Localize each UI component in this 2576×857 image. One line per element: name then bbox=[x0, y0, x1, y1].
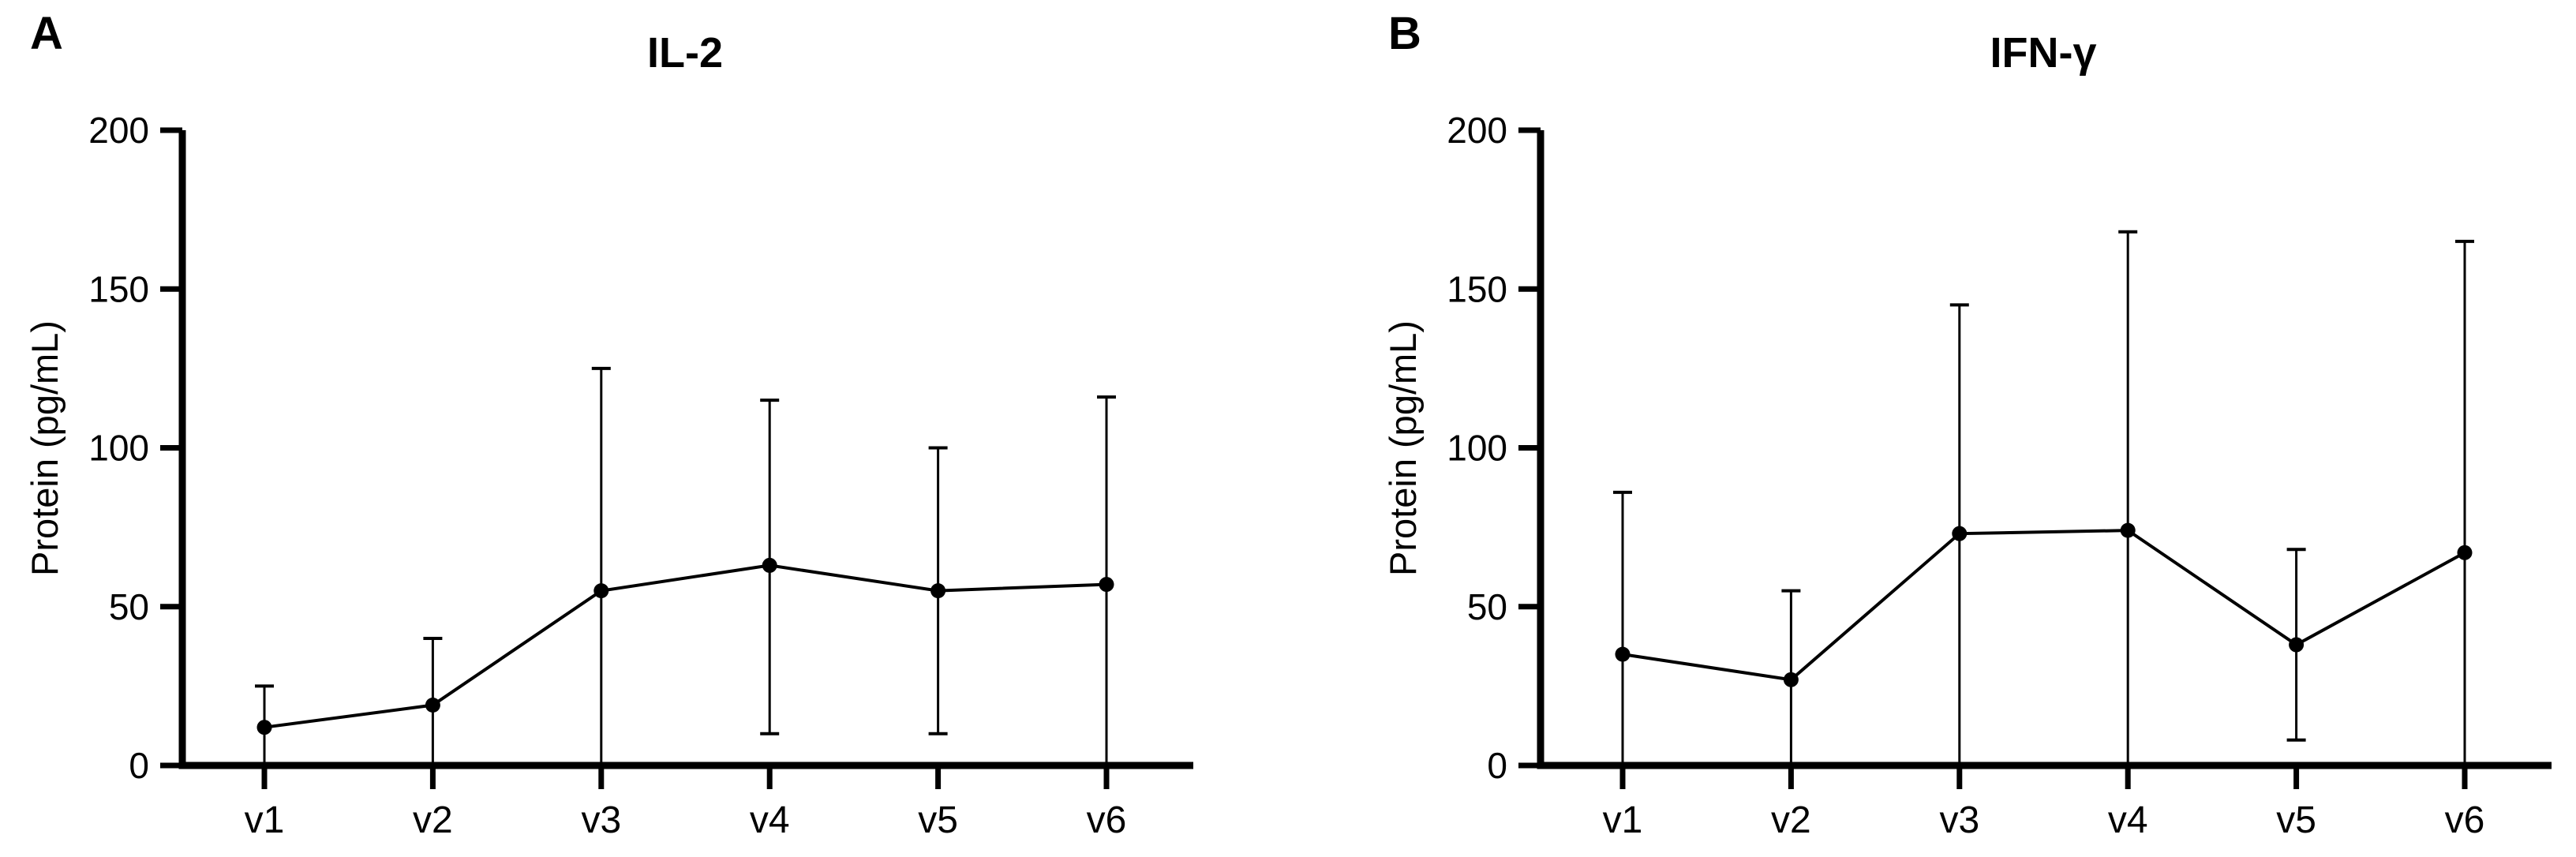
x-tick-label: v3 bbox=[1939, 799, 1979, 841]
x-tick-label: v2 bbox=[1771, 799, 1811, 841]
panel-a-letter: A bbox=[30, 8, 63, 59]
data-point bbox=[425, 698, 440, 713]
il2-plot-area: 0 50 100 150 200 v1 v2 v3 v4 v5 v6 bbox=[88, 110, 1193, 841]
x-tick-label: v6 bbox=[2445, 799, 2485, 841]
data-point bbox=[762, 557, 777, 573]
y-tick-label: 50 bbox=[1467, 586, 1507, 627]
y-tick-label: 200 bbox=[1447, 110, 1507, 151]
data-point bbox=[1952, 526, 1968, 541]
chart-title-ifng: IFN-γ bbox=[1990, 29, 2097, 77]
x-tick-label: v1 bbox=[245, 799, 285, 841]
x-tick-label: v6 bbox=[1087, 799, 1127, 841]
y-tick-label: 0 bbox=[129, 745, 149, 786]
x-tick-label: v2 bbox=[413, 799, 453, 841]
y-tick-label: 150 bbox=[1447, 268, 1507, 309]
y-tick-label: 50 bbox=[109, 586, 149, 627]
x-tick-label: v1 bbox=[1603, 799, 1643, 841]
y-tick-label: 150 bbox=[88, 268, 149, 309]
data-point bbox=[593, 583, 609, 599]
data-point bbox=[2457, 545, 2473, 560]
y-tick-label: 100 bbox=[88, 428, 149, 469]
ifng-plot-area: 0 50 100 150 200 v1 v2 v3 v4 v5 v6 bbox=[1447, 110, 2552, 841]
y-tick-label: 100 bbox=[1447, 428, 1507, 469]
chart-title-il2: IL-2 bbox=[647, 29, 723, 77]
series-line bbox=[264, 563, 1107, 729]
x-tick-label: v5 bbox=[2276, 799, 2316, 841]
data-point bbox=[1783, 672, 1799, 687]
series-line bbox=[1622, 529, 2466, 682]
y-tick-label: 200 bbox=[88, 110, 149, 151]
x-tick-label: v4 bbox=[2108, 799, 2148, 841]
data-point bbox=[930, 583, 946, 599]
x-tick-label: v4 bbox=[750, 799, 790, 841]
panel-b-letter: B bbox=[1388, 8, 1421, 59]
data-point bbox=[2120, 522, 2136, 538]
x-tick-label: v5 bbox=[918, 799, 958, 841]
y-tick-label: 0 bbox=[1487, 745, 1507, 786]
data-point bbox=[256, 720, 272, 735]
data-point bbox=[1615, 646, 1631, 662]
x-tick-label: v3 bbox=[581, 799, 621, 841]
y-axis-label-il2: Protein (pg/mL) bbox=[24, 320, 66, 576]
data-point bbox=[1099, 577, 1114, 593]
y-axis-label-ifng: Protein (pg/mL) bbox=[1382, 320, 1424, 576]
data-point bbox=[2289, 637, 2305, 653]
